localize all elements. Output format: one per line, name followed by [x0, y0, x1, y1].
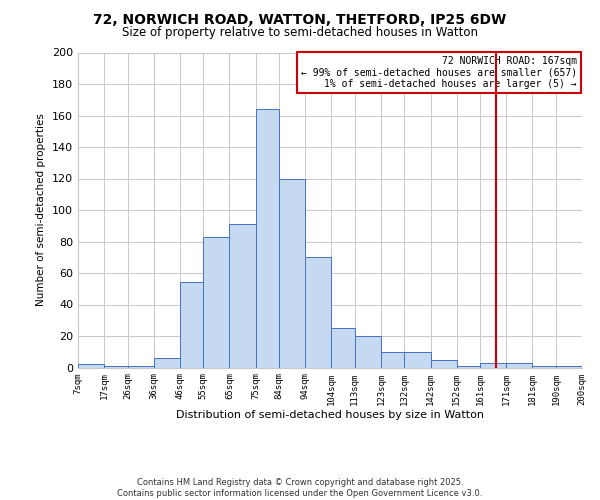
- Text: Contains HM Land Registry data © Crown copyright and database right 2025.
Contai: Contains HM Land Registry data © Crown c…: [118, 478, 482, 498]
- Bar: [128, 366, 154, 368]
- Bar: [331, 328, 355, 368]
- Bar: [457, 366, 480, 368]
- Bar: [381, 352, 404, 368]
- Text: Size of property relative to semi-detached houses in Watton: Size of property relative to semi-detach…: [122, 26, 478, 39]
- Bar: [154, 358, 180, 368]
- Bar: [78, 364, 104, 368]
- Bar: [256, 109, 279, 368]
- Bar: [229, 224, 256, 368]
- Bar: [556, 366, 582, 368]
- Text: 72 NORWICH ROAD: 167sqm
← 99% of semi-detached houses are smaller (657)
1% of se: 72 NORWICH ROAD: 167sqm ← 99% of semi-de…: [301, 56, 577, 89]
- Bar: [104, 366, 128, 368]
- X-axis label: Distribution of semi-detached houses by size in Watton: Distribution of semi-detached houses by …: [176, 410, 484, 420]
- Y-axis label: Number of semi-detached properties: Number of semi-detached properties: [37, 114, 46, 306]
- Bar: [431, 360, 457, 368]
- Bar: [180, 282, 203, 368]
- Bar: [532, 366, 556, 368]
- Bar: [480, 363, 506, 368]
- Bar: [506, 363, 532, 368]
- Bar: [404, 352, 431, 368]
- Bar: [203, 237, 229, 368]
- Bar: [305, 257, 331, 368]
- Text: 72, NORWICH ROAD, WATTON, THETFORD, IP25 6DW: 72, NORWICH ROAD, WATTON, THETFORD, IP25…: [94, 12, 506, 26]
- Bar: [279, 178, 305, 368]
- Bar: [355, 336, 381, 368]
